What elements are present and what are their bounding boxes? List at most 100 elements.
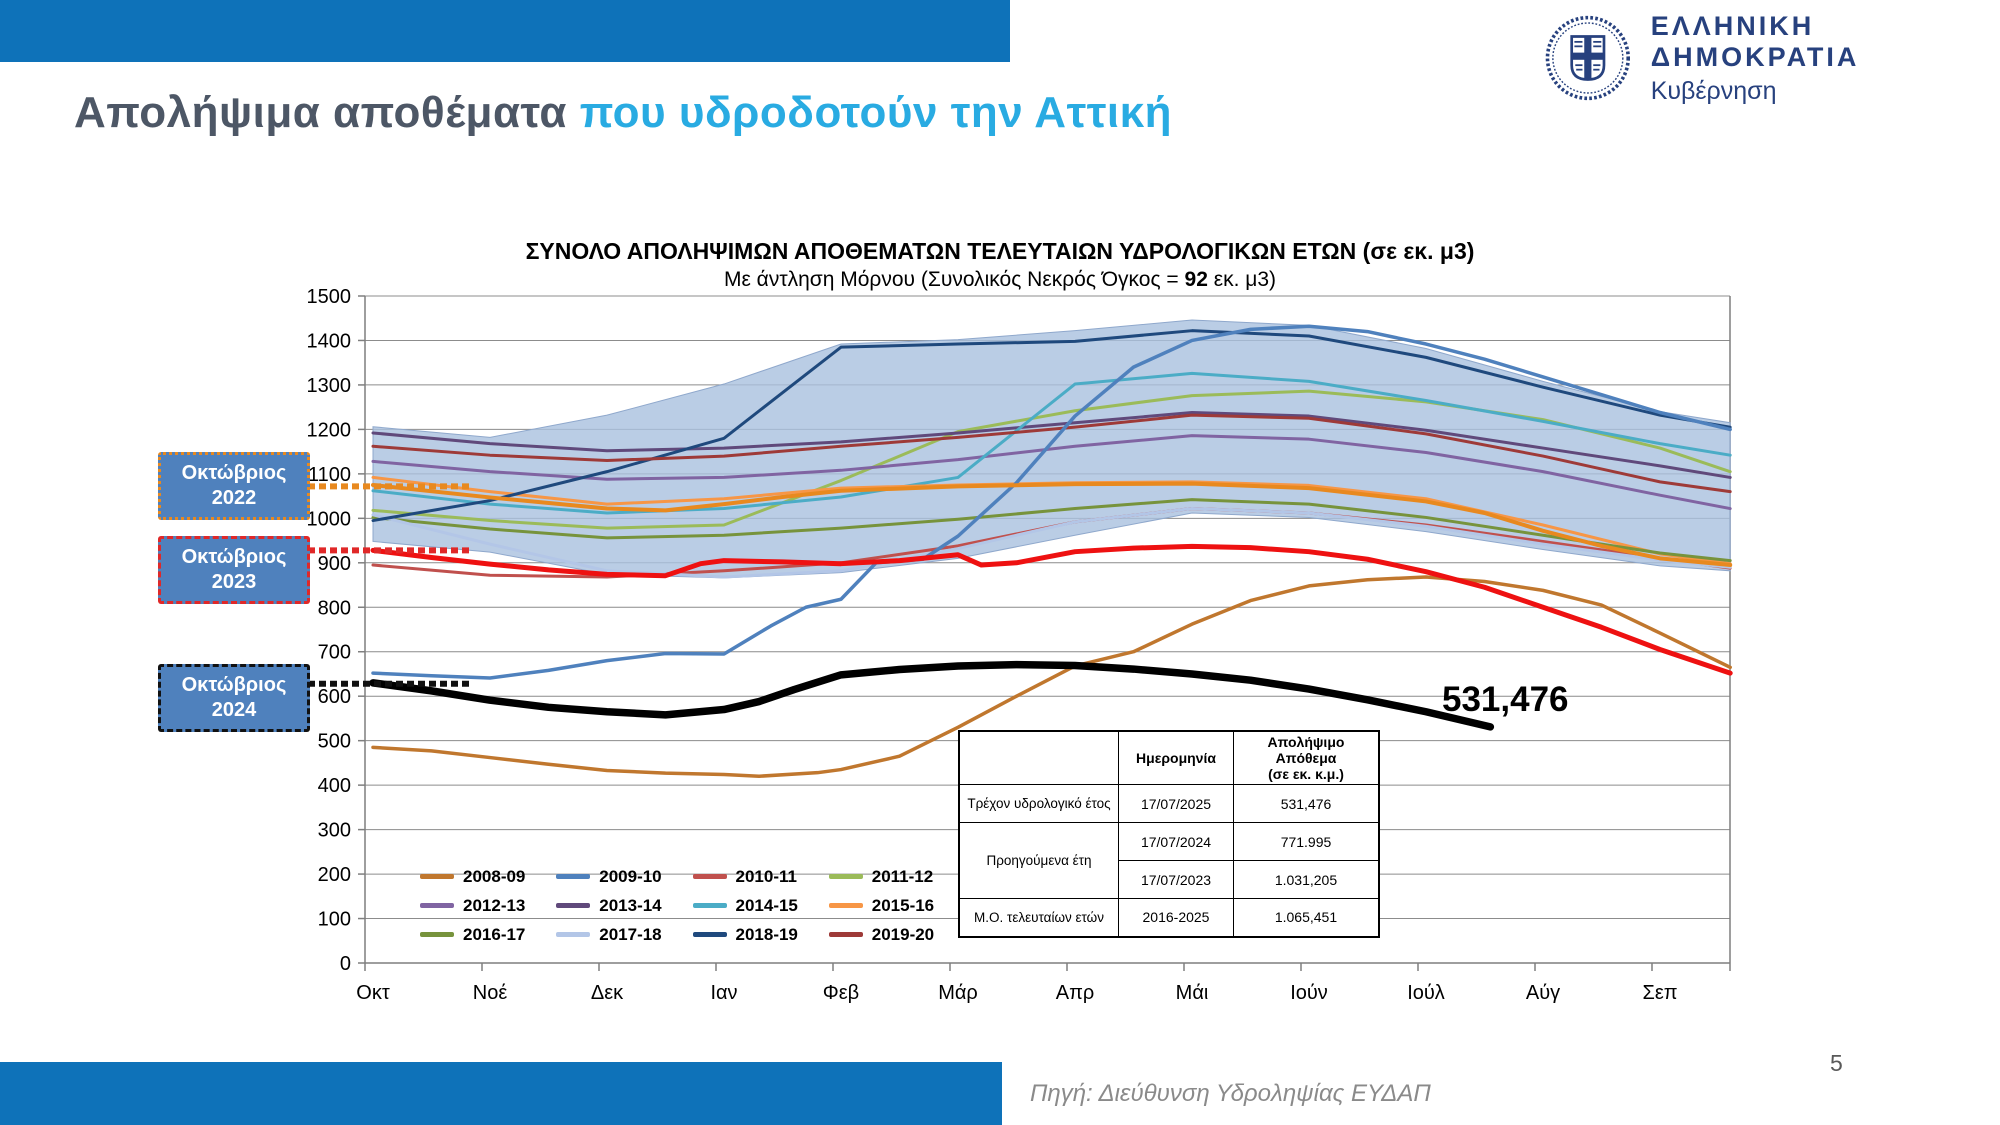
table-header-value: Απολήψιμο Απόθεμα (σε εκ. κ.μ.) xyxy=(1233,730,1380,785)
legend-item-2016-17: 2016-17 xyxy=(420,920,556,949)
legend-swatch xyxy=(828,903,863,908)
government-label: Κυβέρνηση xyxy=(1650,76,1777,105)
greek-republic-emblem-icon xyxy=(1545,15,1630,101)
legend-swatch xyxy=(420,874,454,879)
legend-label: 2011-12 xyxy=(871,866,934,886)
series-line-2008-09 xyxy=(371,575,1732,778)
x-tick-label: Μάι xyxy=(1176,982,1209,1004)
reserves-summary-table: Ημερομηνία Απολήψιμο Απόθεμα (σε εκ. κ.μ… xyxy=(958,730,1380,938)
table-header-value-line1: Απολήψιμο Απόθεμα xyxy=(1267,734,1345,766)
legend-item-2011-12: 2011-12 xyxy=(828,862,965,891)
callout-month: Οκτώβριος xyxy=(181,462,287,484)
legend-label: 2013-14 xyxy=(599,895,662,915)
legend-item-2014-15: 2014-15 xyxy=(692,891,829,920)
y-tick-label: 100 xyxy=(318,909,351,931)
chart-subtitle-dead-volume: 92 xyxy=(1184,268,1208,291)
callout-year: 2024 xyxy=(211,699,257,721)
page-title: Απολήψιμα αποθέματα που υδροδοτούν την Α… xyxy=(74,88,1172,138)
callout-year: 2022 xyxy=(211,487,257,509)
row-value: 1.031,205 xyxy=(1233,860,1380,899)
x-tick-label: Φεβ xyxy=(823,982,859,1004)
y-tick-label: 300 xyxy=(318,820,351,842)
legend-item-2010-11: 2010-11 xyxy=(692,862,829,891)
chart-subtitle: Με άντληση Μόρνου (Συνολικός Νεκρός Όγκο… xyxy=(285,268,1715,292)
legend-swatch xyxy=(692,874,727,879)
y-tick-label: 1200 xyxy=(307,419,352,441)
callout-month: Οκτώβριος xyxy=(181,674,287,696)
y-tick-label: 1000 xyxy=(307,508,352,530)
series-line-2012-13 xyxy=(371,434,1732,511)
legend-item-2018-19: 2018-19 xyxy=(692,920,829,949)
y-tick-label: 1400 xyxy=(307,330,352,352)
legend-label: 2017-18 xyxy=(599,924,662,944)
republic-label: ΕΛΛΗΝΙΚΗ ΔΗΜΟΚΡΑΤΙΑ xyxy=(1650,10,1860,72)
source-attribution: Πηγή: Διεύθυνση Υδροληψίας ΕΥΔΑΠ xyxy=(1030,1080,1431,1107)
legend-label: 2012-13 xyxy=(463,895,526,915)
legend-swatch xyxy=(692,932,727,937)
current-reserve-value-label: 531,476 xyxy=(1442,680,1569,719)
row-date: 2016-2025 xyxy=(1118,898,1234,937)
chart-subtitle-prefix: Με άντληση Μόρνου (Συνολικός Νεκρός Όγκο… xyxy=(723,268,1185,291)
legend-swatch xyxy=(420,903,454,908)
callout-october-2024: Οκτώβριος 2024 xyxy=(158,664,310,732)
row-date: 17/07/2023 xyxy=(1118,860,1234,899)
y-tick-label: 200 xyxy=(318,864,351,886)
bottom-brand-bar xyxy=(0,1062,1002,1125)
page-title-part1: Απολήψιμα αποθέματα xyxy=(74,88,580,137)
callout-year: 2023 xyxy=(211,571,257,593)
page-number: 5 xyxy=(1830,1050,1843,1076)
legend-item-2015-16: 2015-16 xyxy=(828,891,965,920)
legend-swatch xyxy=(556,874,591,879)
y-tick-label: 700 xyxy=(318,642,351,664)
chart-legend: 2008-09 2009-10 2010-11 2011-12 2012-13 2013-… xyxy=(420,862,965,949)
legend-label: 2016-17 xyxy=(463,924,526,944)
row-date: 17/07/2024 xyxy=(1118,822,1234,861)
y-tick-label: 1500 xyxy=(307,286,352,308)
legend-swatch xyxy=(828,874,863,879)
table-corner-cell xyxy=(958,730,1119,785)
table-row: Τρέχον υδρολογικό έτος 17/07/2025 531,47… xyxy=(958,784,1380,823)
series-line-2011-12 xyxy=(371,389,1732,530)
reservoir-line-chart: 0 100 200 300 400 500 600 700 800 900 1000 1100 1200… xyxy=(297,286,1733,1004)
y-tick-label: 900 xyxy=(318,553,351,575)
legend-label: 2019-20 xyxy=(871,924,935,944)
y-tick-label: 500 xyxy=(318,731,351,753)
y-tick-label: 400 xyxy=(318,775,351,797)
chart-subtitle-suffix: εκ. μ3) xyxy=(1207,268,1277,291)
x-tick-label: Οκτ xyxy=(356,982,390,1004)
x-tick-label: Νοέ xyxy=(473,982,508,1004)
legend-label: 2009-10 xyxy=(599,866,662,886)
x-tick-label: Δεκ xyxy=(591,982,624,1004)
series-line-2024-25 xyxy=(369,660,1495,731)
legend-label: 2014-15 xyxy=(735,895,798,915)
top-brand-bar xyxy=(0,0,1010,62)
callout-month: Οκτώβριος xyxy=(181,546,287,568)
row-value: 531,476 xyxy=(1233,784,1380,823)
x-tick-label: Μάρ xyxy=(938,982,978,1004)
series-line-2009-10 xyxy=(371,324,1732,680)
series-line-2022-23 xyxy=(371,481,1733,568)
government-name: ΕΛΛΗΝΙΚΗ ΔΗΜΟΚΡΑΤΙΑ Κυβέρνηση xyxy=(1651,11,1993,106)
y-tick-label: 1300 xyxy=(307,375,352,397)
series-line-2017-18 xyxy=(371,507,1732,579)
row-label-average: Μ.Ο. τελευταίων ετών xyxy=(958,898,1119,937)
legend-item-2017-18: 2017-18 xyxy=(556,920,692,949)
chart-title: ΣΥΝΟΛΟ ΑΠΟΛΗΨΙΜΩΝ ΑΠΟΘΕΜΑΤΩΝ ΤΕΛΕΥΤΑΙΩΝ … xyxy=(525,238,1475,264)
x-tick-label: Ιούλ xyxy=(1407,982,1445,1004)
legend-label: 2010-11 xyxy=(735,866,797,886)
legend-swatch xyxy=(556,932,591,937)
legend-item-2012-13: 2012-13 xyxy=(420,891,556,920)
government-branding: ΕΛΛΗΝΙΚΗ ΔΗΜΟΚΡΑΤΙΑ Κυβέρνηση xyxy=(1543,6,1993,110)
legend-label: 2015-16 xyxy=(871,895,935,915)
y-tick-label: 0 xyxy=(340,953,351,975)
table-row: 17/07/2023 1.031,205 xyxy=(959,860,1380,899)
table-header-value-line2: (σε εκ. κ.μ.) xyxy=(1268,766,1344,782)
series-line-2019-20 xyxy=(371,413,1732,494)
row-label-current-year: Τρέχον υδρολογικό έτος xyxy=(958,784,1119,823)
y-tick-label: 600 xyxy=(318,686,351,708)
table-row: Προηγούμενα έτη 17/07/2024 771.995 xyxy=(958,822,1380,899)
legend-swatch xyxy=(692,903,727,908)
legend-swatch xyxy=(420,932,454,937)
y-tick-label: 800 xyxy=(318,597,351,619)
